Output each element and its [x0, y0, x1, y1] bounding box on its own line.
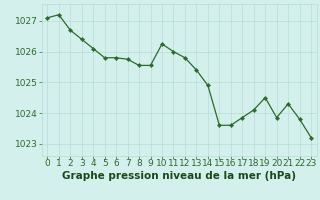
X-axis label: Graphe pression niveau de la mer (hPa): Graphe pression niveau de la mer (hPa) [62, 171, 296, 181]
